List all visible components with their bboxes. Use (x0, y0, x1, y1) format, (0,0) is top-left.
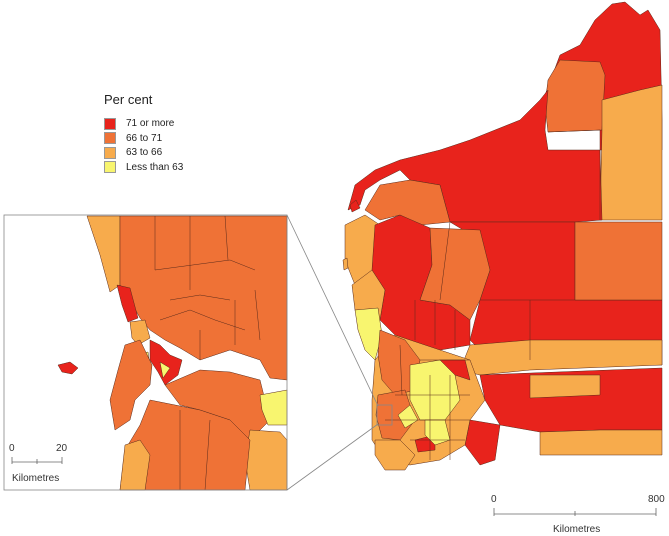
island (349, 199, 361, 213)
inset-frame (3, 214, 288, 491)
region-yellow-west (354, 307, 383, 361)
legend-swatch (104, 146, 116, 159)
legend-swatch (104, 132, 116, 144)
inset-leader-line (286, 423, 379, 491)
legend-swatch (104, 161, 116, 173)
inset-scale-unit: Kilometres (12, 473, 59, 484)
region-pilbara-coast (347, 89, 603, 223)
inset-region (109, 339, 153, 431)
legend-label: 66 to 71 (126, 132, 163, 144)
inset-locator-box (376, 404, 393, 426)
inset-map (57, 215, 288, 491)
state-map (342, 1, 663, 471)
main-scale-bar: 0 800 Kilometres (491, 494, 665, 535)
legend-swatch (104, 117, 116, 130)
legend-item: 71 or more (104, 117, 183, 130)
inset-region (149, 339, 183, 386)
inset-region (244, 429, 288, 491)
region-south-east-orange (529, 374, 663, 456)
inset-scale-bar: 0 20 Kilometres (9, 443, 68, 484)
inset-region (259, 389, 288, 426)
inset-leader-line (286, 214, 379, 407)
legend-label: Less than 63 (126, 161, 184, 173)
region-central-orange (419, 227, 491, 321)
legend: Per cent 71 or more 66 to 71 63 to 66 Le… (104, 92, 183, 175)
region-esperance (464, 419, 501, 466)
legend-label: 63 to 66 (126, 147, 163, 158)
legend-item: Less than 63 (104, 161, 183, 174)
island (342, 257, 349, 271)
inset-boundaries (154, 215, 261, 491)
inset-region (57, 361, 79, 375)
region-boundaries (385, 129, 601, 460)
legend-item: 66 to 71 (104, 132, 183, 145)
region-east-strip (574, 221, 663, 301)
inset-region (116, 284, 139, 323)
legend-label: 71 or more (126, 118, 175, 129)
main-scale-unit: Kilometres (553, 524, 600, 535)
main-scale-end: 800 (648, 494, 665, 505)
region-north-east (599, 84, 663, 221)
inset-region (129, 319, 151, 346)
inset-region (119, 439, 151, 491)
inset-region (86, 215, 121, 293)
legend-item: 63 to 66 (104, 146, 183, 159)
inset-scale-end: 20 (56, 443, 68, 454)
region-southwest (374, 439, 416, 471)
inset-region (164, 369, 271, 441)
legend-title: Per cent (104, 92, 153, 107)
region-north-inland (544, 59, 606, 133)
main-scale-start: 0 (491, 494, 497, 505)
inset-scale-start: 0 (9, 443, 15, 454)
